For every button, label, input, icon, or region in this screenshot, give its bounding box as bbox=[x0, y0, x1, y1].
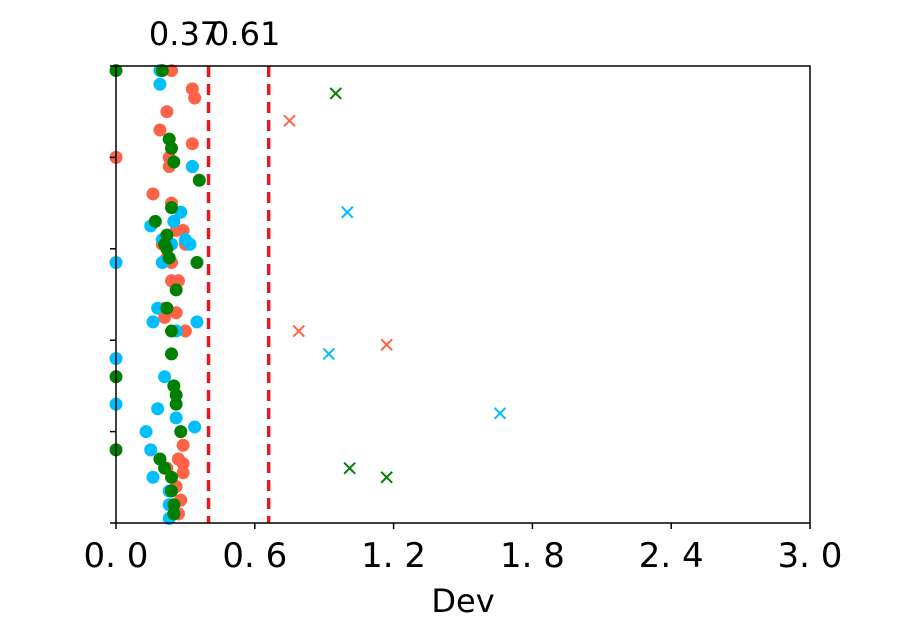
data-point-x bbox=[329, 87, 342, 100]
data-point-x bbox=[380, 338, 393, 351]
data-point-x bbox=[380, 471, 393, 484]
data-point-x bbox=[341, 206, 354, 219]
data-point bbox=[153, 123, 167, 137]
data-point-x bbox=[343, 461, 356, 475]
data-point bbox=[185, 160, 199, 174]
data-point bbox=[146, 187, 160, 201]
x-tick-label: 3. 0 bbox=[778, 536, 843, 576]
data-point bbox=[155, 64, 169, 78]
data-point bbox=[144, 443, 158, 457]
data-point-x bbox=[283, 114, 296, 128]
data-point bbox=[167, 507, 181, 521]
data-point bbox=[160, 301, 174, 315]
data-point bbox=[183, 237, 197, 251]
x-ticks: 0. 0 0. 6 1. 2 1. 8 2. 4 3. 0 bbox=[84, 523, 843, 576]
data-point bbox=[165, 141, 179, 155]
data-point bbox=[148, 214, 162, 228]
data-point bbox=[190, 256, 204, 270]
data-point bbox=[165, 484, 179, 498]
x-tick-label: 0. 0 bbox=[84, 536, 149, 576]
data-point bbox=[139, 425, 153, 439]
data-point bbox=[167, 498, 181, 512]
data-point bbox=[158, 370, 172, 384]
data-point-x bbox=[322, 347, 336, 361]
data-point bbox=[185, 137, 199, 151]
data-point bbox=[151, 301, 165, 315]
data-point bbox=[165, 324, 179, 338]
data-point bbox=[188, 420, 202, 434]
data-point bbox=[192, 173, 206, 187]
data-point bbox=[162, 251, 176, 265]
data-point-x bbox=[292, 324, 305, 338]
data-point bbox=[165, 347, 179, 361]
data-point bbox=[151, 402, 165, 416]
data-point bbox=[169, 283, 183, 297]
data-markers bbox=[109, 64, 507, 525]
threshold-label: 0.61 bbox=[209, 15, 280, 53]
data-point-x bbox=[493, 407, 507, 420]
threshold-label: 0.37 bbox=[149, 15, 220, 53]
data-point bbox=[167, 155, 181, 169]
data-point bbox=[160, 105, 174, 119]
plot-frame bbox=[115, 65, 811, 524]
data-point bbox=[169, 411, 183, 425]
data-point bbox=[176, 466, 190, 480]
data-point bbox=[165, 470, 179, 484]
x-tick-label: 2. 4 bbox=[639, 536, 704, 576]
data-point bbox=[174, 425, 188, 439]
data-point bbox=[165, 64, 179, 78]
data-point bbox=[190, 315, 204, 329]
data-point bbox=[169, 388, 183, 402]
x-tick-label: 1. 2 bbox=[361, 536, 426, 576]
data-point bbox=[146, 470, 160, 484]
data-point bbox=[188, 91, 202, 105]
x-tick-label: 0. 6 bbox=[222, 536, 287, 576]
data-point bbox=[176, 438, 190, 452]
data-point bbox=[158, 461, 172, 475]
x-axis-label: Dev bbox=[431, 582, 494, 620]
data-point bbox=[153, 77, 167, 91]
x-tick-label: 1. 8 bbox=[500, 536, 565, 576]
data-point bbox=[165, 201, 179, 215]
data-point bbox=[178, 324, 192, 338]
y-ticks bbox=[110, 65, 116, 524]
data-point bbox=[146, 315, 160, 329]
threshold-lines: 0.370.61 bbox=[149, 15, 280, 523]
data-point bbox=[167, 214, 181, 228]
data-point bbox=[176, 457, 190, 471]
data-point bbox=[169, 397, 183, 411]
